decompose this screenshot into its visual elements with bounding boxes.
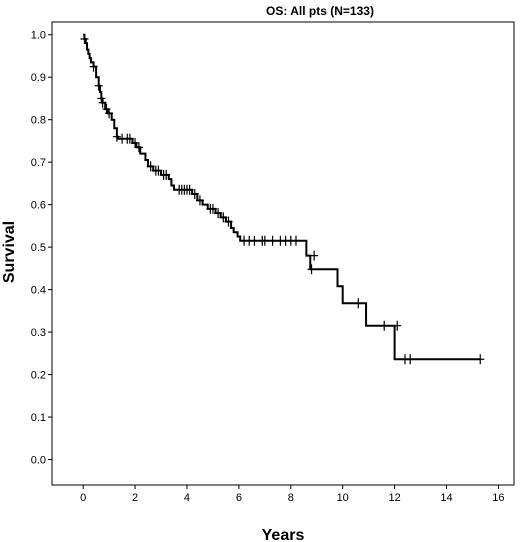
y-tick-label: 0.5 xyxy=(31,242,46,254)
x-tick-label: 16 xyxy=(492,492,504,504)
censor-mark xyxy=(354,298,363,309)
censor-mark xyxy=(268,235,277,246)
censor-mark xyxy=(380,320,389,331)
censor-mark xyxy=(89,61,98,72)
censor-mark xyxy=(393,320,402,331)
censor-mark xyxy=(105,108,114,119)
censor-mark xyxy=(97,93,106,104)
x-axis: 0 2 4 6 8 10 12 14 16 xyxy=(80,485,505,504)
y-tick-label: 0.3 xyxy=(31,327,46,339)
censor-mark xyxy=(154,165,163,176)
censor-mark xyxy=(162,169,171,180)
y-tick-label: 0.7 xyxy=(31,157,46,169)
censor-mark xyxy=(219,212,228,223)
censor-marks xyxy=(80,33,485,365)
y-axis-label: Survival xyxy=(1,221,18,283)
censor-mark xyxy=(260,235,269,246)
x-tick-label: 14 xyxy=(440,492,452,504)
censor-mark xyxy=(406,354,415,365)
censor-mark xyxy=(310,250,319,261)
censor-mark xyxy=(476,354,485,365)
y-tick-label: 0.2 xyxy=(31,370,46,382)
y-tick-label: 0.0 xyxy=(31,455,46,467)
survival-curve xyxy=(83,33,481,361)
censor-mark xyxy=(125,133,134,144)
x-tick-label: 6 xyxy=(236,492,242,504)
censor-mark xyxy=(94,80,103,91)
censor-mark xyxy=(112,131,121,142)
censor-mark xyxy=(185,184,194,195)
x-tick-label: 8 xyxy=(288,492,294,504)
y-tick-label: 0.1 xyxy=(31,412,46,424)
censor-mark xyxy=(208,203,217,214)
censor-mark xyxy=(80,33,89,44)
y-tick-label: 0.4 xyxy=(31,285,46,297)
censor-mark xyxy=(98,97,107,108)
x-axis-label: Years xyxy=(262,527,305,542)
censor-mark xyxy=(190,189,199,200)
y-tick-label: 0.6 xyxy=(31,200,46,212)
y-tick-label: 1.0 xyxy=(31,30,46,42)
censor-mark xyxy=(291,235,300,246)
censor-mark xyxy=(214,208,223,219)
x-tick-label: 12 xyxy=(388,492,400,504)
x-tick-label: 2 xyxy=(132,492,138,504)
censor-mark xyxy=(195,195,204,206)
censor-mark xyxy=(250,235,259,246)
censor-mark xyxy=(224,216,233,227)
plot-area xyxy=(51,21,515,486)
y-axis: 0.0 0.1 0.2 0.3 0.4 0.5 0.6 0.7 0.8 0.9 1.0 xyxy=(31,30,52,467)
censor-mark xyxy=(134,142,143,153)
y-tick-label: 0.8 xyxy=(31,115,46,127)
censor-mark xyxy=(146,161,155,172)
censor-mark xyxy=(307,264,316,275)
x-tick-label: 10 xyxy=(337,492,349,504)
censor-mark xyxy=(131,138,140,149)
y-tick-label: 0.9 xyxy=(31,72,46,84)
chart-title: OS: All pts (N=133) xyxy=(266,4,374,18)
x-tick-label: 4 xyxy=(184,492,190,504)
x-tick-label: 0 xyxy=(80,492,86,504)
